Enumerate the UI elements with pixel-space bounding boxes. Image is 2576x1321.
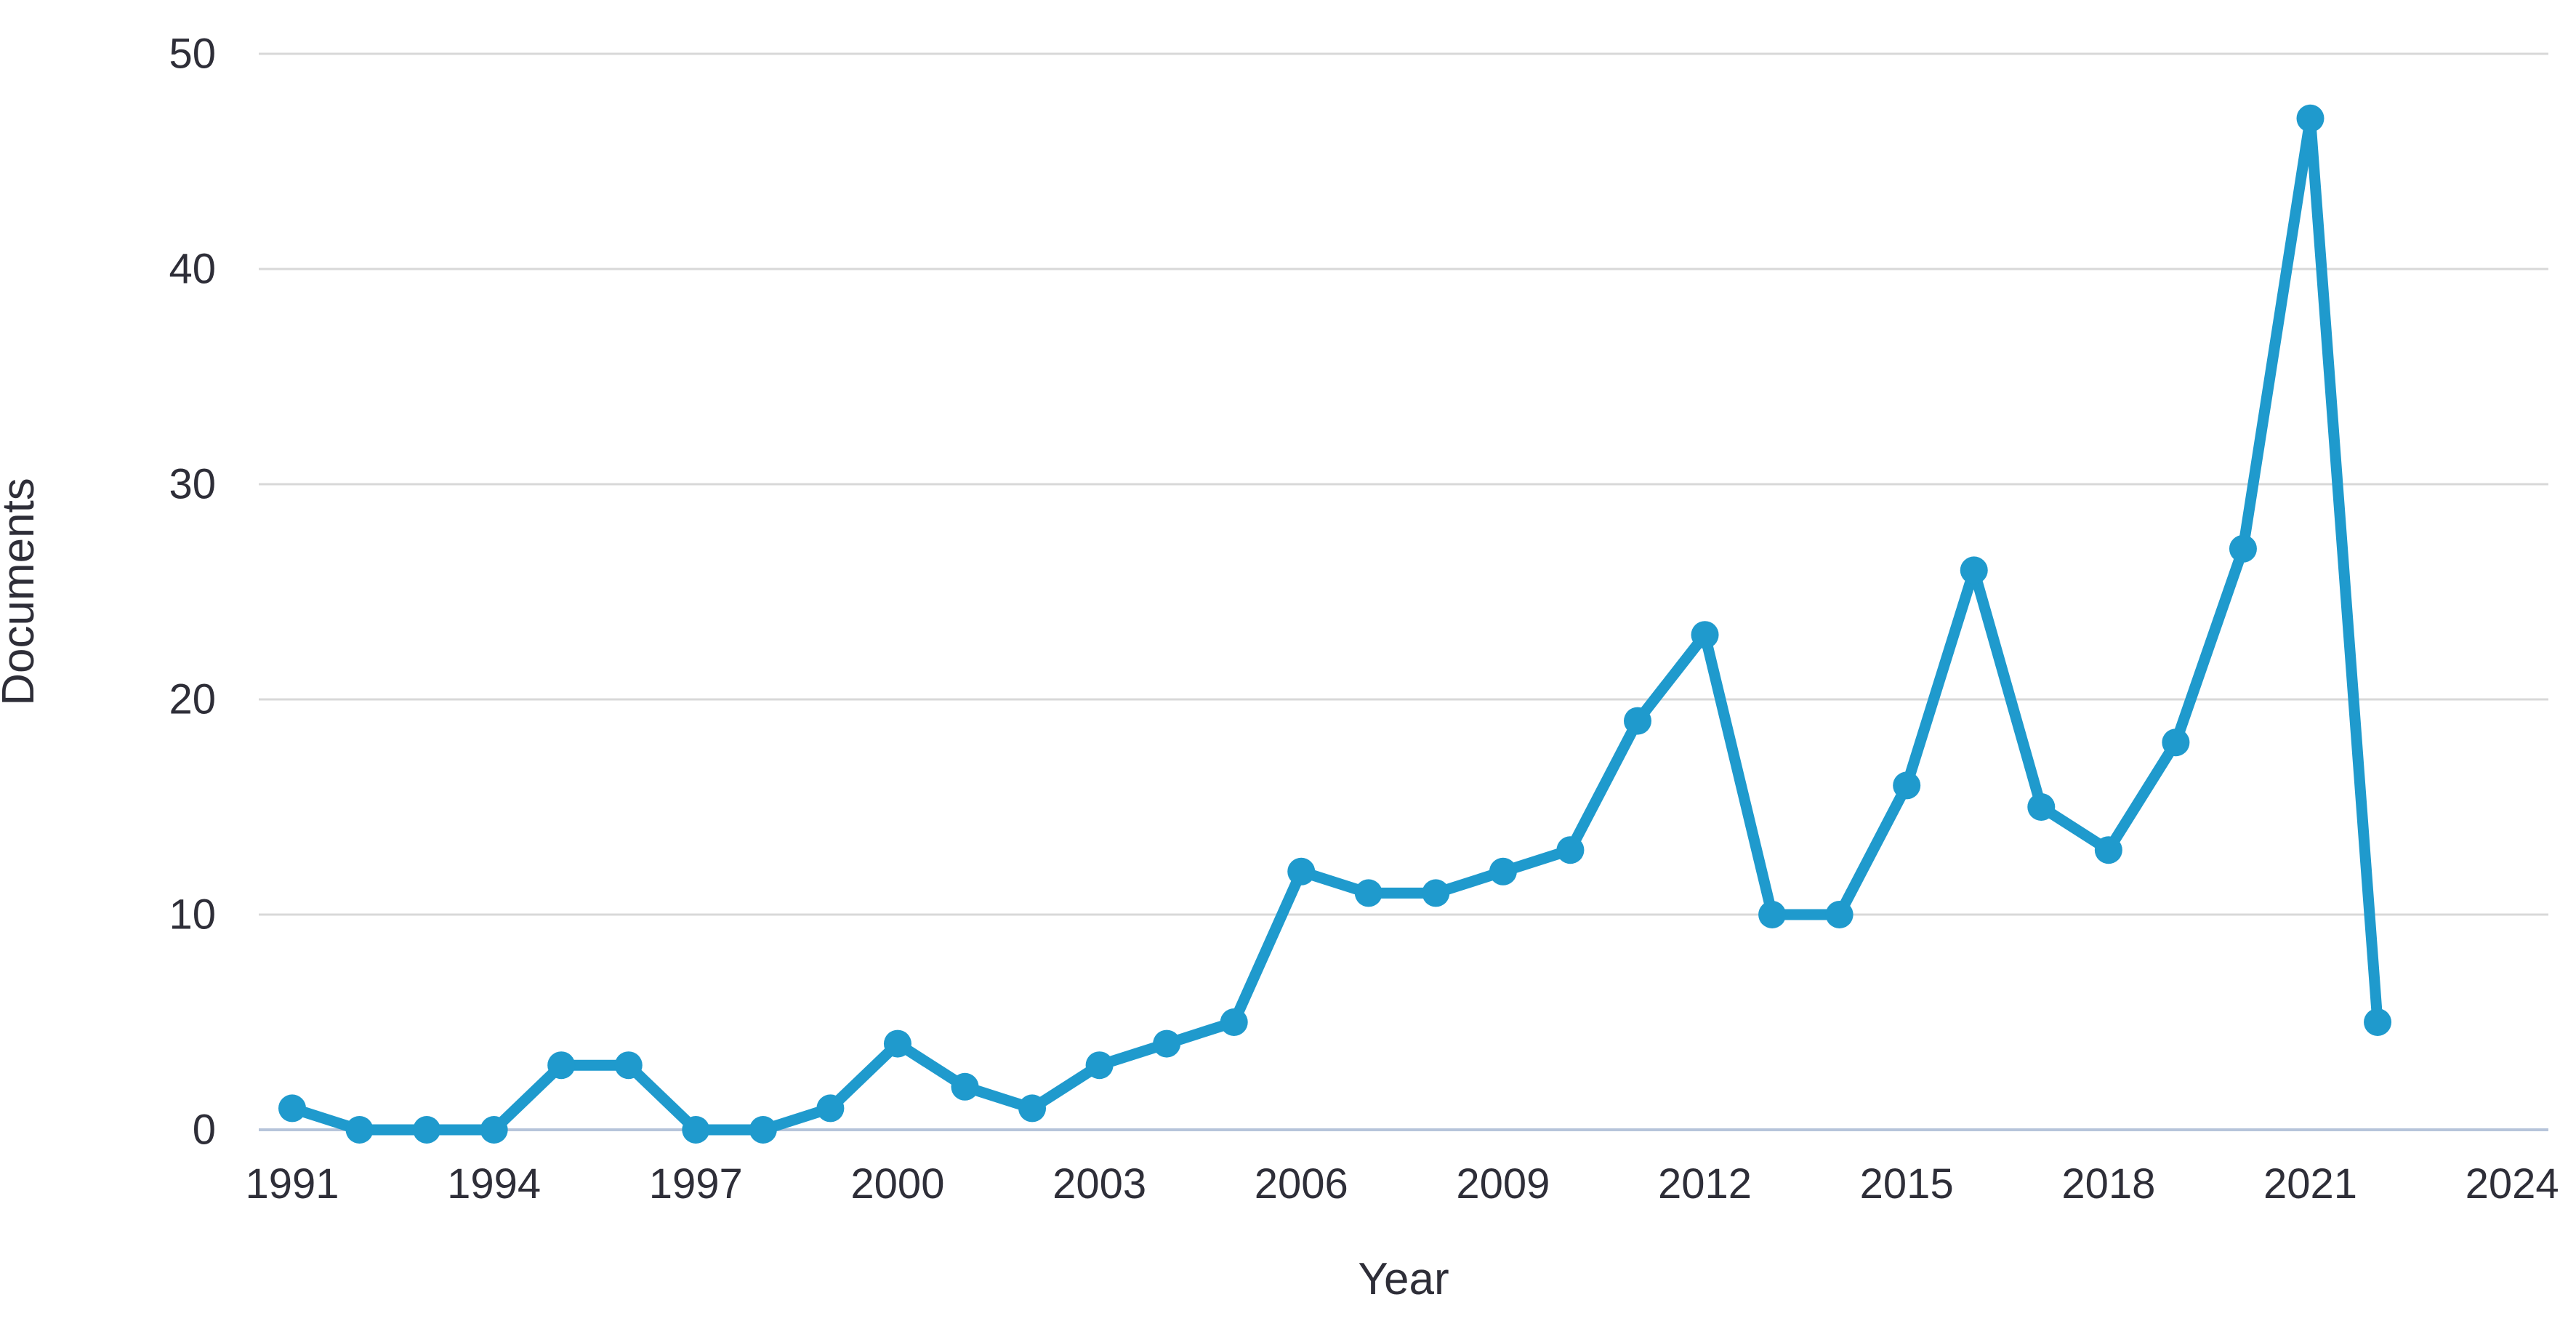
y-axis-title: Documents [0, 478, 44, 706]
x-tick-label-2021: 2021 [2263, 1160, 2357, 1208]
data-point-1996[interactable] [614, 1051, 643, 1080]
x-tick-label-2003: 2003 [1052, 1160, 1146, 1208]
data-point-2009[interactable] [1489, 857, 1517, 886]
data-point-2015[interactable] [1893, 771, 1921, 800]
x-tick-label-1991: 1991 [245, 1160, 339, 1208]
data-point-1997[interactable] [682, 1116, 710, 1144]
data-point-1993[interactable] [413, 1116, 441, 1144]
data-point-2017[interactable] [2027, 793, 2056, 821]
y-tick-label-10: 10 [169, 891, 216, 939]
x-tick-label-2009: 2009 [1456, 1160, 1550, 1208]
y-tick-label-50: 50 [169, 31, 216, 78]
gridlines-group [259, 52, 2548, 1131]
series-group [278, 104, 2392, 1144]
x-tick-label-1994: 1994 [447, 1160, 541, 1208]
x-tick-label-2015: 2015 [1860, 1160, 1954, 1208]
data-point-1994[interactable] [480, 1116, 508, 1144]
data-point-2008[interactable] [1422, 879, 1450, 907]
data-point-1998[interactable] [749, 1116, 777, 1144]
data-point-2006[interactable] [1287, 857, 1316, 886]
x-tick-label-2024: 2024 [2466, 1160, 2559, 1208]
data-point-2002[interactable] [1018, 1094, 1047, 1123]
data-point-1999[interactable] [816, 1094, 845, 1123]
data-point-2003[interactable] [1085, 1051, 1114, 1080]
y-tick-label-40: 40 [169, 246, 216, 293]
data-point-2020[interactable] [2229, 534, 2257, 563]
x-tick-label-2006: 2006 [1255, 1160, 1348, 1208]
data-point-2013[interactable] [1758, 901, 1787, 928]
data-point-2001[interactable] [951, 1072, 979, 1101]
data-point-1992[interactable] [345, 1116, 374, 1144]
tick-labels-group: 0 10 20 30 40 50 1991 1994 1997 2000 2003 2006 2009 2… [169, 31, 2559, 1208]
x-axis-title: Year [1358, 1254, 1449, 1304]
x-tick-label-1997: 1997 [649, 1160, 743, 1208]
data-point-2011[interactable] [1624, 707, 1651, 735]
data-point-2010[interactable] [1556, 836, 1585, 864]
x-tick-label-2018: 2018 [2061, 1160, 2155, 1208]
data-point-2022[interactable] [2364, 1008, 2392, 1036]
data-point-2018[interactable] [2094, 836, 2122, 864]
data-point-2000[interactable] [883, 1029, 911, 1058]
x-tick-label-2000: 2000 [850, 1160, 944, 1208]
data-point-2014[interactable] [1825, 901, 1853, 928]
x-tick-label-2012: 2012 [1658, 1160, 1752, 1208]
documents-series-line [286, 113, 2383, 1136]
data-point-2007[interactable] [1354, 879, 1382, 907]
data-point-2019[interactable] [2162, 728, 2190, 757]
data-point-2005[interactable] [1220, 1008, 1248, 1036]
data-point-1995[interactable] [547, 1051, 576, 1080]
data-point-2012[interactable] [1691, 621, 1719, 649]
y-tick-label-20: 20 [169, 676, 216, 723]
data-point-2016[interactable] [1960, 556, 1988, 585]
data-point-2021[interactable] [2296, 104, 2325, 132]
y-tick-label-0: 0 [193, 1107, 216, 1154]
data-point-2004[interactable] [1153, 1029, 1181, 1058]
y-tick-label-30: 30 [169, 461, 216, 508]
data-point-1991[interactable] [278, 1094, 306, 1123]
